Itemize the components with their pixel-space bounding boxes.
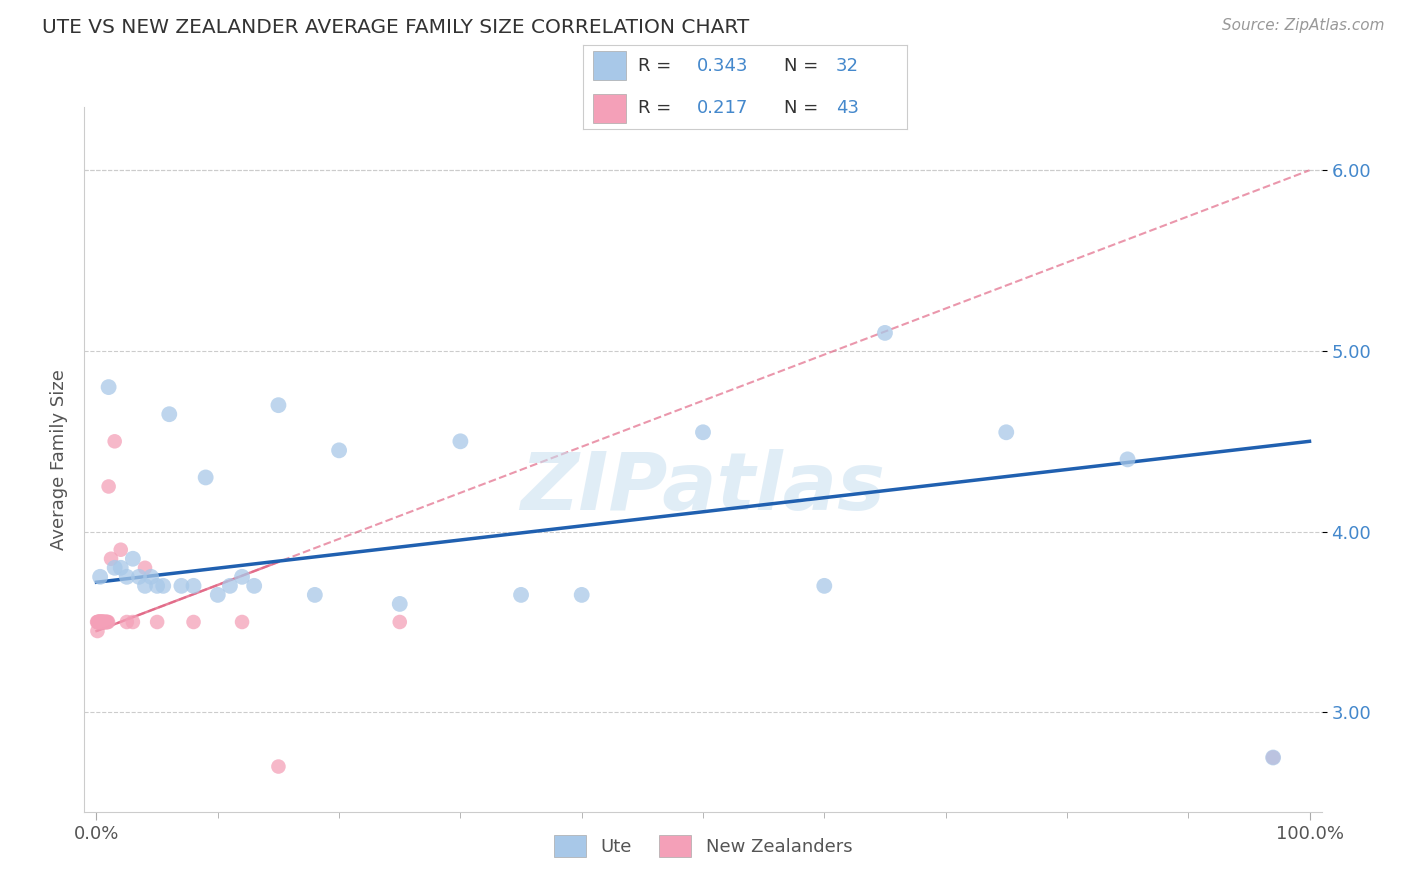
- Point: [86, 615, 108, 629]
- Point: [91, 615, 114, 629]
- Point: [90, 615, 112, 629]
- Point: [219, 579, 242, 593]
- Point: [96, 615, 118, 629]
- Point: [170, 579, 193, 593]
- Point: [873, 326, 896, 340]
- Point: [97, 479, 120, 493]
- Point: [90, 615, 112, 629]
- Point: [146, 579, 169, 593]
- Text: R =: R =: [638, 57, 678, 75]
- Point: [89, 615, 111, 629]
- Point: [87, 615, 110, 629]
- Point: [1261, 750, 1284, 764]
- Point: [91, 615, 114, 629]
- Point: [86, 615, 108, 629]
- Point: [93, 615, 115, 629]
- Point: [89, 615, 111, 629]
- Legend: Ute, New Zealanders: Ute, New Zealanders: [544, 826, 862, 866]
- Point: [1116, 452, 1139, 467]
- Point: [90, 615, 112, 629]
- Point: [267, 398, 290, 412]
- Point: [96, 615, 118, 629]
- Text: ZIPatlas: ZIPatlas: [520, 449, 886, 526]
- Point: [97, 380, 120, 394]
- Point: [115, 570, 138, 584]
- Point: [110, 542, 132, 557]
- Point: [152, 579, 174, 593]
- Point: [91, 615, 114, 629]
- FancyBboxPatch shape: [593, 94, 626, 122]
- Point: [87, 615, 110, 629]
- Point: [146, 615, 169, 629]
- Text: 43: 43: [835, 99, 859, 117]
- Point: [89, 615, 111, 629]
- Point: [134, 561, 156, 575]
- Point: [93, 615, 115, 629]
- Point: [89, 615, 111, 629]
- Point: [388, 615, 411, 629]
- Text: 32: 32: [835, 57, 859, 75]
- Point: [91, 615, 114, 629]
- Text: UTE VS NEW ZEALANDER AVERAGE FAMILY SIZE CORRELATION CHART: UTE VS NEW ZEALANDER AVERAGE FAMILY SIZE…: [42, 18, 749, 37]
- Point: [571, 588, 593, 602]
- Point: [89, 570, 111, 584]
- Text: N =: N =: [785, 57, 824, 75]
- FancyBboxPatch shape: [593, 52, 626, 80]
- Point: [1261, 750, 1284, 764]
- Point: [183, 579, 205, 593]
- Point: [157, 407, 180, 421]
- Point: [243, 579, 266, 593]
- Point: [87, 615, 110, 629]
- Point: [104, 561, 127, 575]
- Point: [94, 615, 117, 629]
- Point: [328, 443, 350, 458]
- Point: [194, 470, 217, 484]
- Point: [110, 561, 132, 575]
- Point: [89, 615, 111, 629]
- Point: [995, 425, 1018, 440]
- Point: [692, 425, 714, 440]
- Point: [128, 570, 150, 584]
- Point: [388, 597, 411, 611]
- Point: [304, 588, 326, 602]
- Text: Source: ZipAtlas.com: Source: ZipAtlas.com: [1222, 18, 1385, 33]
- Point: [122, 615, 145, 629]
- Y-axis label: Average Family Size: Average Family Size: [49, 369, 67, 549]
- Point: [104, 434, 127, 449]
- Point: [96, 615, 118, 629]
- Text: 0.343: 0.343: [697, 57, 748, 75]
- Point: [97, 615, 120, 629]
- Point: [122, 551, 145, 566]
- Point: [134, 579, 156, 593]
- Text: N =: N =: [785, 99, 824, 117]
- Point: [86, 624, 108, 638]
- Point: [90, 615, 112, 629]
- Point: [207, 588, 229, 602]
- Point: [183, 615, 205, 629]
- Point: [510, 588, 533, 602]
- Point: [267, 759, 290, 773]
- Point: [813, 579, 835, 593]
- Point: [94, 615, 117, 629]
- Point: [100, 551, 122, 566]
- Point: [91, 615, 114, 629]
- Point: [93, 615, 115, 629]
- Point: [231, 570, 253, 584]
- Point: [139, 570, 162, 584]
- Text: R =: R =: [638, 99, 683, 117]
- Point: [115, 615, 138, 629]
- Point: [87, 615, 110, 629]
- Point: [449, 434, 471, 449]
- Point: [231, 615, 253, 629]
- Text: 0.217: 0.217: [697, 99, 748, 117]
